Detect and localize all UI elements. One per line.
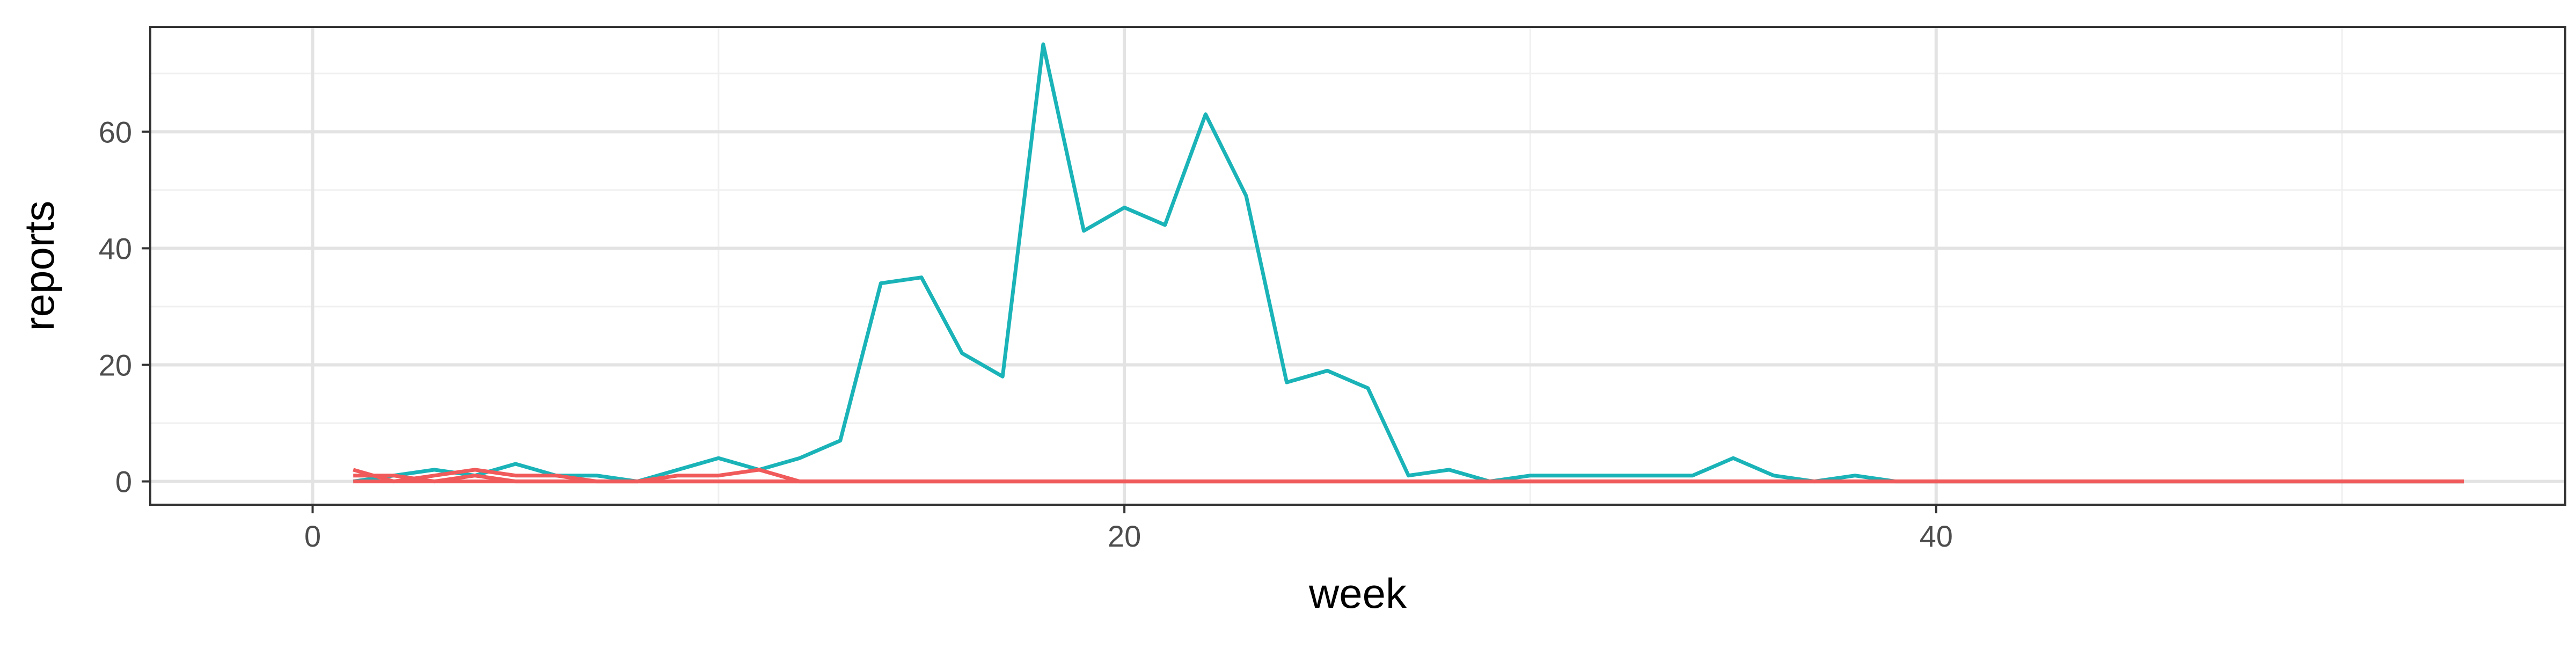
- x-axis-title: week: [1308, 570, 1407, 617]
- panel-border: [149, 26, 2566, 506]
- series-lines: [353, 42, 2464, 484]
- axes: 0 20 40 0 20 40 60: [99, 115, 1953, 553]
- x-tick-label: 20: [1108, 519, 1141, 553]
- x-tick-label: 40: [1920, 519, 1953, 553]
- x-tick-label: 0: [304, 519, 321, 553]
- y-axis-title: reports: [16, 201, 63, 331]
- y-tick-label: 0: [115, 465, 132, 499]
- y-tick-label: 20: [99, 348, 132, 382]
- panel-background: [150, 27, 2565, 505]
- y-tick-label: 40: [99, 231, 132, 265]
- y-tick-label: 60: [99, 115, 132, 149]
